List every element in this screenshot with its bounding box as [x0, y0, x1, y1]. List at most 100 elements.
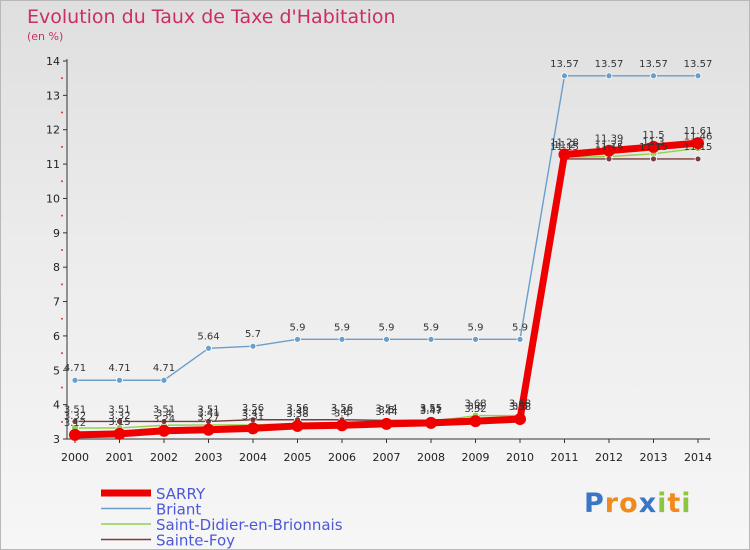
data-label-saint-didier-en-brionnais: 3.68	[464, 399, 486, 410]
data-point-briant	[694, 72, 702, 80]
legend-label-sarry: SARRY	[156, 485, 206, 503]
y-minor-tick	[61, 111, 63, 114]
logo-letter: r	[604, 488, 620, 519]
y-tick-label: 10	[46, 192, 60, 205]
data-point-briant	[605, 72, 613, 80]
data-label-sarry: 3.12	[64, 418, 86, 429]
data-label-saint-didier-en-brionnais: 3.45	[331, 407, 353, 418]
logo-letter: i	[681, 488, 692, 519]
data-point-briant	[205, 344, 212, 352]
data-label-briant: 5.9	[512, 322, 528, 333]
x-tick-label: 2008	[417, 451, 445, 464]
data-label-saint-didier-en-brionnais: 3.45	[286, 407, 308, 418]
y-tick-label: 5	[53, 364, 60, 377]
data-label-briant: 5.9	[379, 322, 395, 333]
logo-letter: P	[584, 488, 605, 519]
data-label-saint-didier-en-brionnais: 3.51	[420, 404, 442, 415]
proxiti-logo: Proxiti	[584, 488, 692, 519]
data-point-sainte-foy	[116, 418, 123, 425]
data-point-briant	[71, 376, 79, 384]
data-point-briant	[516, 335, 524, 343]
data-label-sainte-foy: 3.51	[108, 404, 130, 415]
data-label-sainte-foy: 11.15	[595, 142, 624, 153]
data-point-sarry	[469, 415, 482, 428]
data-label-sarry: 3.4	[334, 408, 350, 419]
y-minor-tick	[61, 145, 63, 148]
data-label-briant: 5.9	[290, 322, 306, 333]
data-point-sarry	[336, 419, 348, 432]
y-tick-label: 12	[46, 124, 60, 137]
data-point-sainte-foy	[160, 418, 168, 425]
data-label-sarry: 3.31	[242, 411, 264, 422]
x-tick-label: 2013	[640, 451, 668, 464]
data-point-sarry	[603, 144, 615, 157]
data-label-sainte-foy: 11.15	[684, 142, 713, 153]
x-tick-label: 2003	[195, 451, 223, 464]
y-tick-label: 7	[53, 296, 60, 309]
data-label-sainte-foy: 3.55	[420, 403, 442, 414]
logo-letter: o	[619, 488, 639, 519]
data-label-sainte-foy: 3.6	[468, 401, 484, 412]
y-tick-label: 11	[46, 158, 60, 171]
data-label-saint-didier-en-brionnais: 11.2	[553, 140, 575, 151]
x-tick-label: 2000	[61, 451, 89, 464]
y-minor-tick	[61, 214, 63, 217]
data-label-sarry: 3.47	[420, 406, 442, 417]
data-point-briant	[160, 376, 168, 384]
x-tick-label: 2006	[328, 451, 356, 464]
x-tick-label: 2009	[462, 451, 490, 464]
data-label-sarry: 3.58	[509, 402, 531, 413]
y-tick-label: 4	[53, 399, 60, 412]
x-tick-label: 2012	[595, 451, 623, 464]
series-line-briant	[75, 75, 698, 381]
data-label-saint-didier-en-brionnais: 11.22	[595, 140, 624, 151]
data-label-sainte-foy: 3.56	[331, 403, 353, 414]
y-tick-label: 13	[46, 89, 60, 102]
data-label-sainte-foy: 11.15	[550, 142, 579, 153]
logo-letter: x	[638, 488, 658, 519]
data-label-briant: 4.71	[108, 363, 130, 374]
data-label-briant: 5.64	[197, 331, 219, 342]
legend-label-saint-didier-en-brionnais: Saint-Didier-en-Brionnais	[156, 516, 343, 534]
data-point-briant	[116, 376, 123, 384]
data-point-briant	[338, 335, 346, 343]
data-label-sarry: 3.52	[464, 404, 486, 415]
data-label-saint-didier-en-brionnais: 3.5	[379, 405, 395, 416]
y-minor-tick	[61, 420, 63, 423]
data-label-sainte-foy: 3.51	[197, 404, 219, 415]
data-label-saint-didier-en-brionnais: 3.41	[197, 408, 219, 419]
series-line-sainte-foy	[75, 158, 698, 423]
y-minor-tick	[61, 77, 63, 80]
data-label-sarry: 3.15	[108, 417, 130, 428]
data-point-sarry	[247, 422, 259, 435]
data-point-sarry	[692, 137, 704, 150]
data-point-sainte-foy	[694, 155, 702, 163]
data-point-sarry	[647, 140, 660, 153]
x-tick-label: 2005	[284, 451, 312, 464]
data-label-sarry: 3.38	[286, 409, 308, 420]
data-label-sarry: 3.44	[375, 407, 397, 418]
y-minor-tick	[61, 352, 63, 355]
data-label-briant: 13.57	[639, 59, 668, 70]
data-label-saint-didier-en-brionnais: 11.46	[684, 131, 713, 142]
y-tick-label: 8	[53, 261, 60, 274]
y-minor-tick	[61, 283, 63, 286]
data-label-briant: 13.57	[684, 59, 713, 70]
data-point-briant	[249, 342, 257, 350]
data-label-sainte-foy: 3.6	[512, 401, 528, 412]
data-label-sarry: 11.61	[684, 126, 713, 137]
x-tick-label: 2011	[551, 451, 579, 464]
legend-label-sainte-foy: Sainte-Foy	[156, 532, 235, 550]
data-label-sarry: 11.5	[642, 130, 664, 141]
data-point-briant	[294, 335, 301, 343]
data-label-briant: 13.57	[550, 59, 579, 70]
logo-letter: t	[667, 488, 682, 519]
data-label-saint-didier-en-brionnais: 3.41	[242, 408, 264, 419]
x-tick-label: 2002	[150, 451, 178, 464]
chart-title: Evolution du Taux de Taxe d'Habitation	[27, 6, 396, 28]
data-label-briant: 5.7	[245, 329, 261, 340]
data-point-sarry	[558, 148, 571, 161]
y-tick-label: 6	[53, 330, 60, 343]
